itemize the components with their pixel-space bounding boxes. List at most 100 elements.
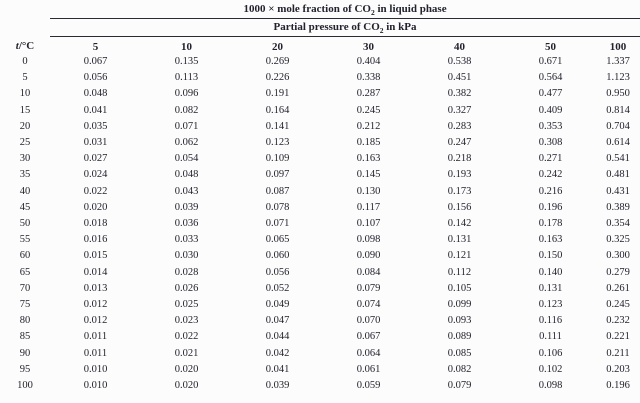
value-cell: 0.111 xyxy=(539,331,562,343)
value-cell: 0.123 xyxy=(265,137,290,149)
value-cell: 0.044 xyxy=(265,331,290,343)
value-cell: 0.107 xyxy=(356,218,381,230)
value-cell: 0.431 xyxy=(606,185,630,197)
pressure-column-header: 40 xyxy=(454,40,465,53)
value-cell: 0.269 xyxy=(265,56,290,67)
value-cell: 0.054 xyxy=(174,153,199,165)
table-row: 60 0.015 0.030 0.060 0.090 0.121 0.150 0.300 xyxy=(0,248,640,264)
temperature-cell: 35 xyxy=(19,169,31,181)
value-cell: 0.079 xyxy=(447,380,472,392)
temperature-cell: 45 xyxy=(19,201,31,213)
value-cell: 0.012 xyxy=(83,315,108,327)
value-cell: 0.018 xyxy=(83,218,108,230)
subscript-2: 2 xyxy=(379,26,384,36)
value-cell: 0.221 xyxy=(606,331,630,343)
value-cell: 0.027 xyxy=(83,153,108,165)
value-cell: 0.012 xyxy=(83,299,108,311)
value-cell: 0.211 xyxy=(606,347,630,359)
value-cell: 0.041 xyxy=(83,104,108,116)
value-cell: 0.021 xyxy=(174,347,199,359)
value-cell: 0.121 xyxy=(447,250,472,262)
temperature-cell: 10 xyxy=(19,88,31,100)
value-cell: 0.010 xyxy=(83,380,108,392)
value-cell: 0.052 xyxy=(265,282,290,294)
temperature-cell: 15 xyxy=(19,104,31,116)
value-cell: 0.150 xyxy=(538,250,563,262)
value-cell: 0.271 xyxy=(538,153,563,165)
temperature-cell: 55 xyxy=(19,234,31,246)
temperature-column-header: t/°C xyxy=(0,37,50,55)
table-row: 15 0.041 0.082 0.164 0.245 0.327 0.409 0.814 xyxy=(0,103,640,119)
value-cell: 0.950 xyxy=(606,88,630,100)
value-cell: 0.014 xyxy=(83,266,108,278)
table-title-text: in liquid phase xyxy=(374,3,447,15)
table-row: 50 0.018 0.036 0.071 0.107 0.142 0.178 0.354 xyxy=(0,216,640,232)
value-cell: 0.196 xyxy=(538,201,563,213)
value-cell: 0.814 xyxy=(606,104,630,116)
table-row: 55 0.016 0.033 0.065 0.098 0.131 0.163 0.325 xyxy=(0,232,640,248)
pressure-column-header: 50 xyxy=(545,40,556,53)
table-row: 25 0.031 0.062 0.123 0.185 0.247 0.308 0.614 xyxy=(0,135,640,151)
value-cell: 0.022 xyxy=(83,185,108,197)
table-subtitle: Partial pressure of CO2 in kPa xyxy=(50,18,640,37)
table-row: 30 0.027 0.054 0.109 0.163 0.218 0.271 0.541 xyxy=(0,151,640,167)
value-cell: 0.064 xyxy=(356,347,381,359)
temperature-cell: 30 xyxy=(19,153,31,165)
table-row: 35 0.024 0.048 0.097 0.145 0.193 0.242 0.481 xyxy=(0,167,640,183)
temperature-cell: 60 xyxy=(19,250,31,262)
value-cell: 0.093 xyxy=(447,315,472,327)
value-cell: 0.082 xyxy=(447,363,472,375)
value-cell: 0.031 xyxy=(83,137,108,149)
value-cell: 0.074 xyxy=(356,299,381,311)
value-cell: 0.308 xyxy=(538,137,563,149)
value-cell: 0.232 xyxy=(606,315,630,327)
temperature-cell: 100 xyxy=(17,380,33,392)
temperature-cell: 25 xyxy=(19,137,31,149)
pressure-column-header: 20 xyxy=(272,40,283,53)
value-cell: 0.117 xyxy=(356,201,381,213)
table-row: 45 0.020 0.039 0.078 0.117 0.156 0.196 0.389 xyxy=(0,200,640,216)
value-cell: 0.084 xyxy=(356,266,381,278)
value-cell: 0.261 xyxy=(606,282,630,294)
value-cell: 0.047 xyxy=(265,315,290,327)
column-header-row: t/°C 5 10 20 30 40 50 100 xyxy=(0,37,640,55)
value-cell: 0.279 xyxy=(606,266,630,278)
table-title-text: 1000 × mole fraction of CO xyxy=(243,3,371,15)
temperature-cell: 5 xyxy=(22,72,28,84)
header-stub xyxy=(0,19,50,37)
pressure-column-header: 100 xyxy=(609,40,627,53)
value-cell: 0.287 xyxy=(356,88,381,100)
value-cell: 0.283 xyxy=(447,120,472,132)
value-cell: 0.113 xyxy=(174,72,199,84)
table-row: 10 0.048 0.096 0.191 0.287 0.382 0.477 0.950 xyxy=(0,86,640,102)
value-cell: 0.106 xyxy=(538,347,563,359)
value-cell: 0.156 xyxy=(447,201,472,213)
value-cell: 0.353 xyxy=(538,120,563,132)
value-cell: 0.196 xyxy=(606,380,630,392)
table-row: 20 0.035 0.071 0.141 0.212 0.283 0.353 0.704 xyxy=(0,119,640,135)
value-cell: 0.048 xyxy=(174,169,199,181)
value-cell: 0.109 xyxy=(265,153,290,165)
value-cell: 0.102 xyxy=(538,363,563,375)
value-cell: 0.218 xyxy=(447,153,472,165)
value-cell: 0.451 xyxy=(447,72,472,84)
value-cell: 0.245 xyxy=(606,299,630,311)
value-cell: 0.327 xyxy=(447,104,472,116)
value-cell: 0.178 xyxy=(538,218,563,230)
value-cell: 0.043 xyxy=(174,185,199,197)
value-cell: 0.013 xyxy=(83,282,108,294)
value-cell: 0.036 xyxy=(174,218,199,230)
value-cell: 0.140 xyxy=(538,266,563,278)
value-cell: 0.216 xyxy=(538,185,563,197)
value-cell: 0.123 xyxy=(538,299,563,311)
value-cell: 0.226 xyxy=(265,72,290,84)
value-cell: 0.067 xyxy=(356,331,381,343)
temperature-cell: 85 xyxy=(19,331,31,343)
table-row: 100 0.010 0.020 0.039 0.059 0.079 0.098 0.196 xyxy=(0,378,640,394)
table-row: 70 0.013 0.026 0.052 0.079 0.105 0.131 0.261 xyxy=(0,281,640,297)
value-cell: 0.085 xyxy=(447,347,472,359)
value-cell: 0.020 xyxy=(83,201,108,213)
value-cell: 0.541 xyxy=(606,153,630,165)
value-cell: 0.145 xyxy=(356,169,381,181)
value-cell: 0.082 xyxy=(174,104,199,116)
